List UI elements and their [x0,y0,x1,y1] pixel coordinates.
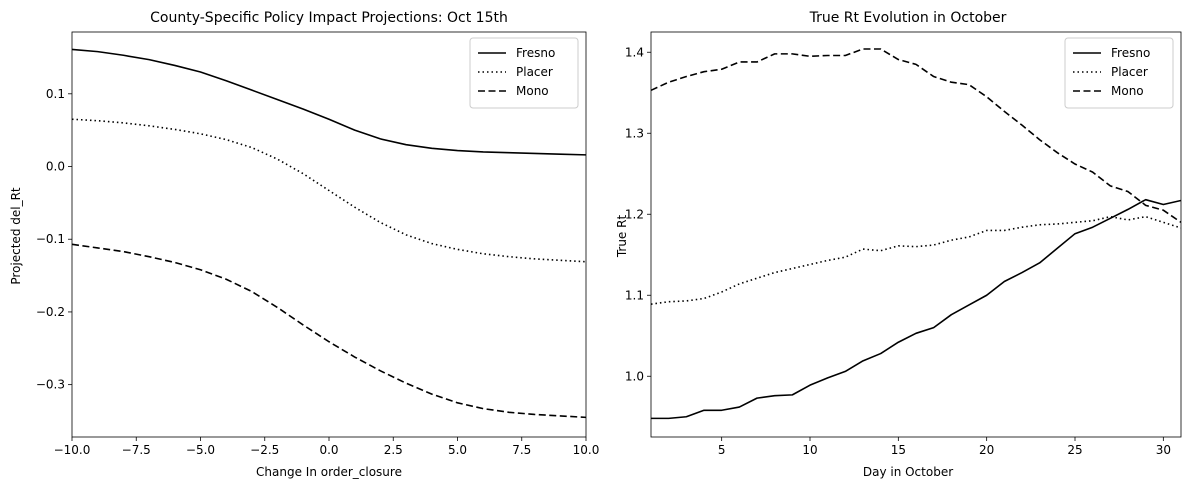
legend-label-mono: Mono [516,84,549,98]
x-tick-label: −2.5 [250,443,279,457]
x-tick-label: −7.5 [122,443,151,457]
series-line-placer [72,118,586,263]
left-chart-series-group [72,48,586,419]
series-line-mono [651,48,1181,224]
right-chart-title: True Rt Evolution in October [809,10,1007,26]
series-line-fresno [72,48,586,156]
x-tick-label: 20 [979,443,994,457]
legend-label-placer: Placer [1111,65,1148,79]
right-chart-plot-area: 5 10 15 20 25 30 1.0 1.1 1.2 1.3 1.4 [625,31,1182,457]
left-chart-ylabel: Projected del_Rt [9,187,23,285]
legend-label-fresno: Fresno [1111,46,1150,60]
legend-label-placer: Placer [516,65,553,79]
y-tick-label: 1.2 [625,207,644,221]
right-chart-axes-frame [650,31,1182,438]
y-tick-label: −0.3 [36,378,65,392]
series-line-fresno [651,198,1181,420]
x-tick-label: 5.0 [448,443,467,457]
x-tick-label: −5.0 [186,443,215,457]
left-chart-legend: Fresno Placer Mono [469,37,579,109]
x-tick-label: 15 [891,443,906,457]
left-chart-legend-box [469,37,579,109]
x-tick-label: 2.5 [384,443,403,457]
x-tick-label: −10.0 [54,443,91,457]
right-chart-legend: Fresno Placer Mono [1064,37,1174,109]
x-tick-label: 25 [1067,443,1082,457]
left-chart-title: County-Specific Policy Impact Projection… [150,10,508,26]
legend-label-mono: Mono [1111,84,1144,98]
left-chart: County-Specific Policy Impact Projection… [9,10,599,479]
right-chart-xlabel: Day in October [863,465,953,479]
series-line-mono [72,243,586,419]
y-tick-label: 0.0 [46,160,65,174]
x-tick-label: 5 [718,443,726,457]
x-tick-label: 7.5 [512,443,531,457]
x-tick-label: 0.0 [319,443,338,457]
y-tick-label: 1.4 [625,45,644,59]
left-chart-axes-frame [71,31,587,438]
y-tick-label: 1.0 [625,369,644,383]
y-tick-label: −0.1 [36,232,65,246]
x-tick-label: 10.0 [573,443,600,457]
y-tick-label: 0.1 [46,87,65,101]
y-tick-label: −0.2 [36,305,65,319]
right-chart-ylabel: True Rt [615,215,629,259]
left-chart-plot-area: −10.0 −7.5 −5.0 −2.5 0.0 2.5 5.0 7.5 10.0 0.1 0.0 −… [36,31,600,457]
left-chart-xlabel: Change In order_closure [256,465,402,479]
right-chart-series-group [651,48,1181,420]
right-chart: True Rt Evolution in October Day in Octo… [615,10,1182,479]
x-tick-label: 30 [1156,443,1171,457]
x-tick-label: 10 [802,443,817,457]
y-tick-label: 1.3 [625,126,644,140]
legend-label-fresno: Fresno [516,46,555,60]
right-chart-legend-box [1064,37,1174,109]
y-tick-label: 1.1 [625,288,644,302]
